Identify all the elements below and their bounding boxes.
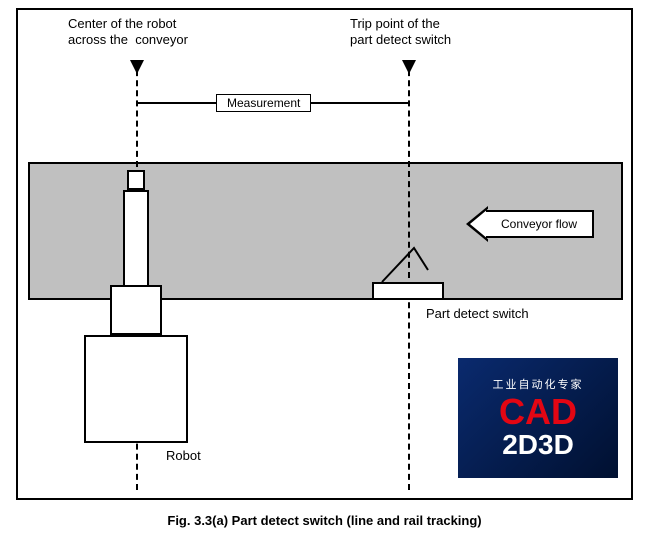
- robot-shoulder: [110, 285, 162, 335]
- logo-cad2d3d: 工业自动化专家 CAD 2D3D: [458, 358, 618, 478]
- measurement-label-box: Measurement: [216, 94, 311, 112]
- switch-lever: [372, 240, 442, 285]
- label-robot: Robot: [166, 448, 201, 464]
- arrowhead-right: [402, 60, 416, 74]
- figure-caption: Fig. 3.3(a) Part detect switch (line and…: [0, 513, 649, 528]
- page: Center of the robot across the conveyor …: [0, 0, 649, 536]
- label-center-robot: Center of the robot across the conveyor: [68, 16, 188, 49]
- arrowhead-left: [130, 60, 144, 74]
- measurement-label: Measurement: [227, 96, 300, 110]
- logo-subtitle: 工业自动化专家: [493, 376, 584, 392]
- robot-tool-tip: [127, 170, 145, 190]
- label-part-detect-switch: Part detect switch: [426, 306, 529, 322]
- label-trip-point: Trip point of the part detect switch: [350, 16, 451, 49]
- flow-arrow-body: Conveyor flow: [486, 210, 594, 238]
- robot-base: [84, 335, 188, 443]
- diagram-frame: Center of the robot across the conveyor …: [16, 8, 633, 500]
- conveyor-flow-label: Conveyor flow: [501, 217, 577, 231]
- logo-line-2d3d: 2D3D: [502, 430, 574, 461]
- logo-line-cad: CAD: [499, 394, 577, 430]
- conveyor-flow-arrow: Conveyor flow: [466, 206, 596, 242]
